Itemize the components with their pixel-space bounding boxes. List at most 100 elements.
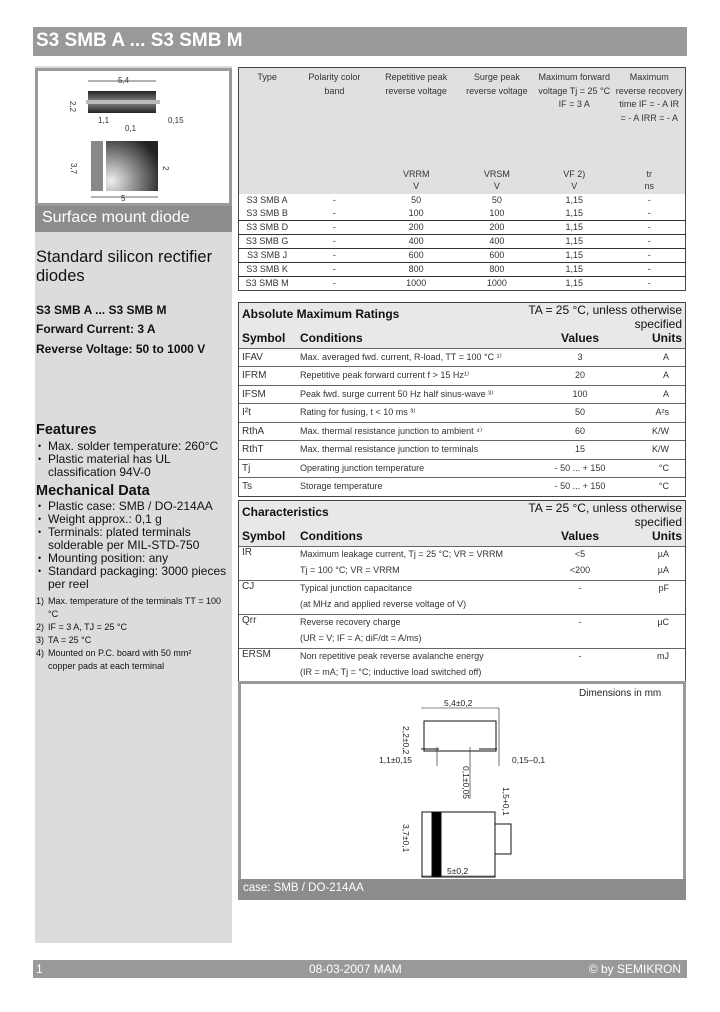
unit-line: µC [657,616,669,627]
table-cell: 200 [373,220,459,235]
mech-item: Mounting position: any [36,552,231,566]
condition: Repetitive peak forward current f > 15 H… [297,366,525,385]
value: - 50 ... + 150 [525,458,635,478]
column-header: Type [238,67,296,194]
footnote-number: 2) [36,622,45,632]
unit: pF [635,579,685,614]
symbol: Ts [239,477,297,496]
footnote-text: IF = 3 A, TJ = 25 °C [48,622,127,632]
rating-row: Tj Operating junction temperature - 50 ...… [239,458,685,478]
table-cell: S3 SMB K [238,262,296,277]
unit-line [638,665,669,682]
table-row: S3 SMB J -600 600 1,15- [238,248,686,263]
value: <5 <200 [525,545,635,580]
mech-item: Plastic case: SMB / DO-214AA [36,500,231,514]
value-line [528,597,632,614]
rating-row: I²t Rating for fusing, t < 10 ms ³⁾ 50 A²s [239,403,685,422]
table-cell: S3 SMB A [246,194,288,205]
column-header: Maximum reverse recovery time IF = - A I… [613,67,686,194]
page-number: 1 [36,962,43,976]
unit-line: mJ [657,650,669,661]
symbol: Qrr [239,613,297,648]
char-title: Characteristics [239,501,525,529]
rating-row: RthA Max. thermal resistance junction to … [239,421,685,441]
table-cell: 600 [373,248,459,263]
condition: Maximum leakage current, Tj = 25 °C; VR … [297,545,525,580]
column-header-label: Type [257,72,277,82]
column-header-label: Repetitive peak reverse voltage [385,72,448,96]
value-line: - [578,582,582,593]
col-conditions: Conditions [297,331,525,348]
condition: Non repetitive peak reverse avalanche en… [297,647,525,682]
table-cell: 400 [458,234,536,249]
value-line [528,631,632,648]
unit: °C [635,458,685,478]
unit-line: µA [657,548,669,559]
table-cell: 1,15 [565,208,584,218]
mech-heading: Mechanical Data [36,483,150,499]
unit: µC [635,613,685,648]
table-cell: - [647,194,651,205]
col-symbol: Symbol [239,331,297,348]
value: 50 [525,403,635,422]
symbol: I²t [239,403,297,422]
condition-line: Maximum leakage current, Tj = 25 °C; VR … [300,548,504,559]
value: 3 [525,347,635,367]
characteristic-row: ERSM Non repetitive peak reverse avalanch… [239,647,685,682]
table-cell: - [613,262,686,277]
footnote-text: TA = 25 °C [48,635,92,645]
table-cell: - [295,234,374,249]
units-note: Dimensions in mm [579,688,661,699]
dim-height: 2,2±0,2 [401,726,411,755]
symbol: CJ [239,579,297,614]
condition-line: Non repetitive peak reverse avalanche en… [300,650,484,661]
column-unit-label: ns [644,180,654,191]
value: - [525,647,635,682]
table-cell: S3 SMB M [238,276,296,291]
table-cell: - [613,248,686,263]
table-cell: 1,15 [535,248,614,263]
table-cell: - [295,248,374,263]
char-condition: TA = 25 °C, unless otherwise specified [525,501,685,529]
mech-item: Standard packaging: 3000 pieces per reel [36,565,231,591]
part-range: S3 SMB A ... S3 SMB M [36,303,167,317]
table-cell: 1,15 [535,220,614,235]
unit-line: µA [657,565,669,575]
column-header-label: Maximum reverse recovery time IF = - A I… [615,72,683,123]
table-cell: - [613,276,686,291]
table-cell: 1,15 [535,234,614,249]
col-symbol: Symbol [239,529,297,546]
table-cell: 1000 [458,276,536,291]
value-line: <5 [574,548,586,559]
condition-line: Tj = 100 °C; VR = VRRM [300,565,400,575]
forward-current: Forward Current: 3 A [36,322,156,336]
table-cell: 50 [411,194,422,205]
column-header-label: Surge peak reverse voltage [466,72,528,96]
dimension-drawing: Dimensions in mm 5,4±0,2 2,2±0,2 1,1±0,1… [238,681,686,900]
column-header: Maximum forward voltage Tj = 25 °C IF = … [535,67,614,194]
table-cell: - [613,220,686,235]
table-cell: 1000 [373,276,459,291]
table-cell: S3 SMB B [246,208,288,218]
condition: Peak fwd. surge current 50 Hz half sinus… [297,384,525,404]
condition: Typical junction capacitance (at MHz and … [297,579,525,614]
condition-line: Typical junction capacitance [300,582,413,593]
unit: mJ [635,647,685,682]
symbol: IR [239,545,297,580]
dim-pad: 1,5+0,1 [501,787,511,816]
footnote: 4) Mounted on P.C. board with 50 mm² copp… [36,647,231,673]
subtitle: Standard silicon rectifier diodes [36,248,213,285]
column-symbol: VRSM [483,168,510,179]
table-cell: 800 [373,262,459,277]
unit: °C [635,477,685,496]
value: 60 [525,421,635,441]
table-cell: - [295,276,374,291]
features-section: Features Max. solder temperature: 260°C … [36,423,231,673]
package-type-label: Surface mount diode [35,206,232,232]
abs-max-condition: TA = 25 °C, unless otherwise specified [525,303,685,331]
condition-line: Reverse recovery charge [300,616,401,627]
dim-height: 2,2 [68,101,77,113]
unit: A [635,384,685,404]
condition: Operating junction temperature [297,458,525,478]
copyright: © by SEMIKRON [588,962,681,976]
